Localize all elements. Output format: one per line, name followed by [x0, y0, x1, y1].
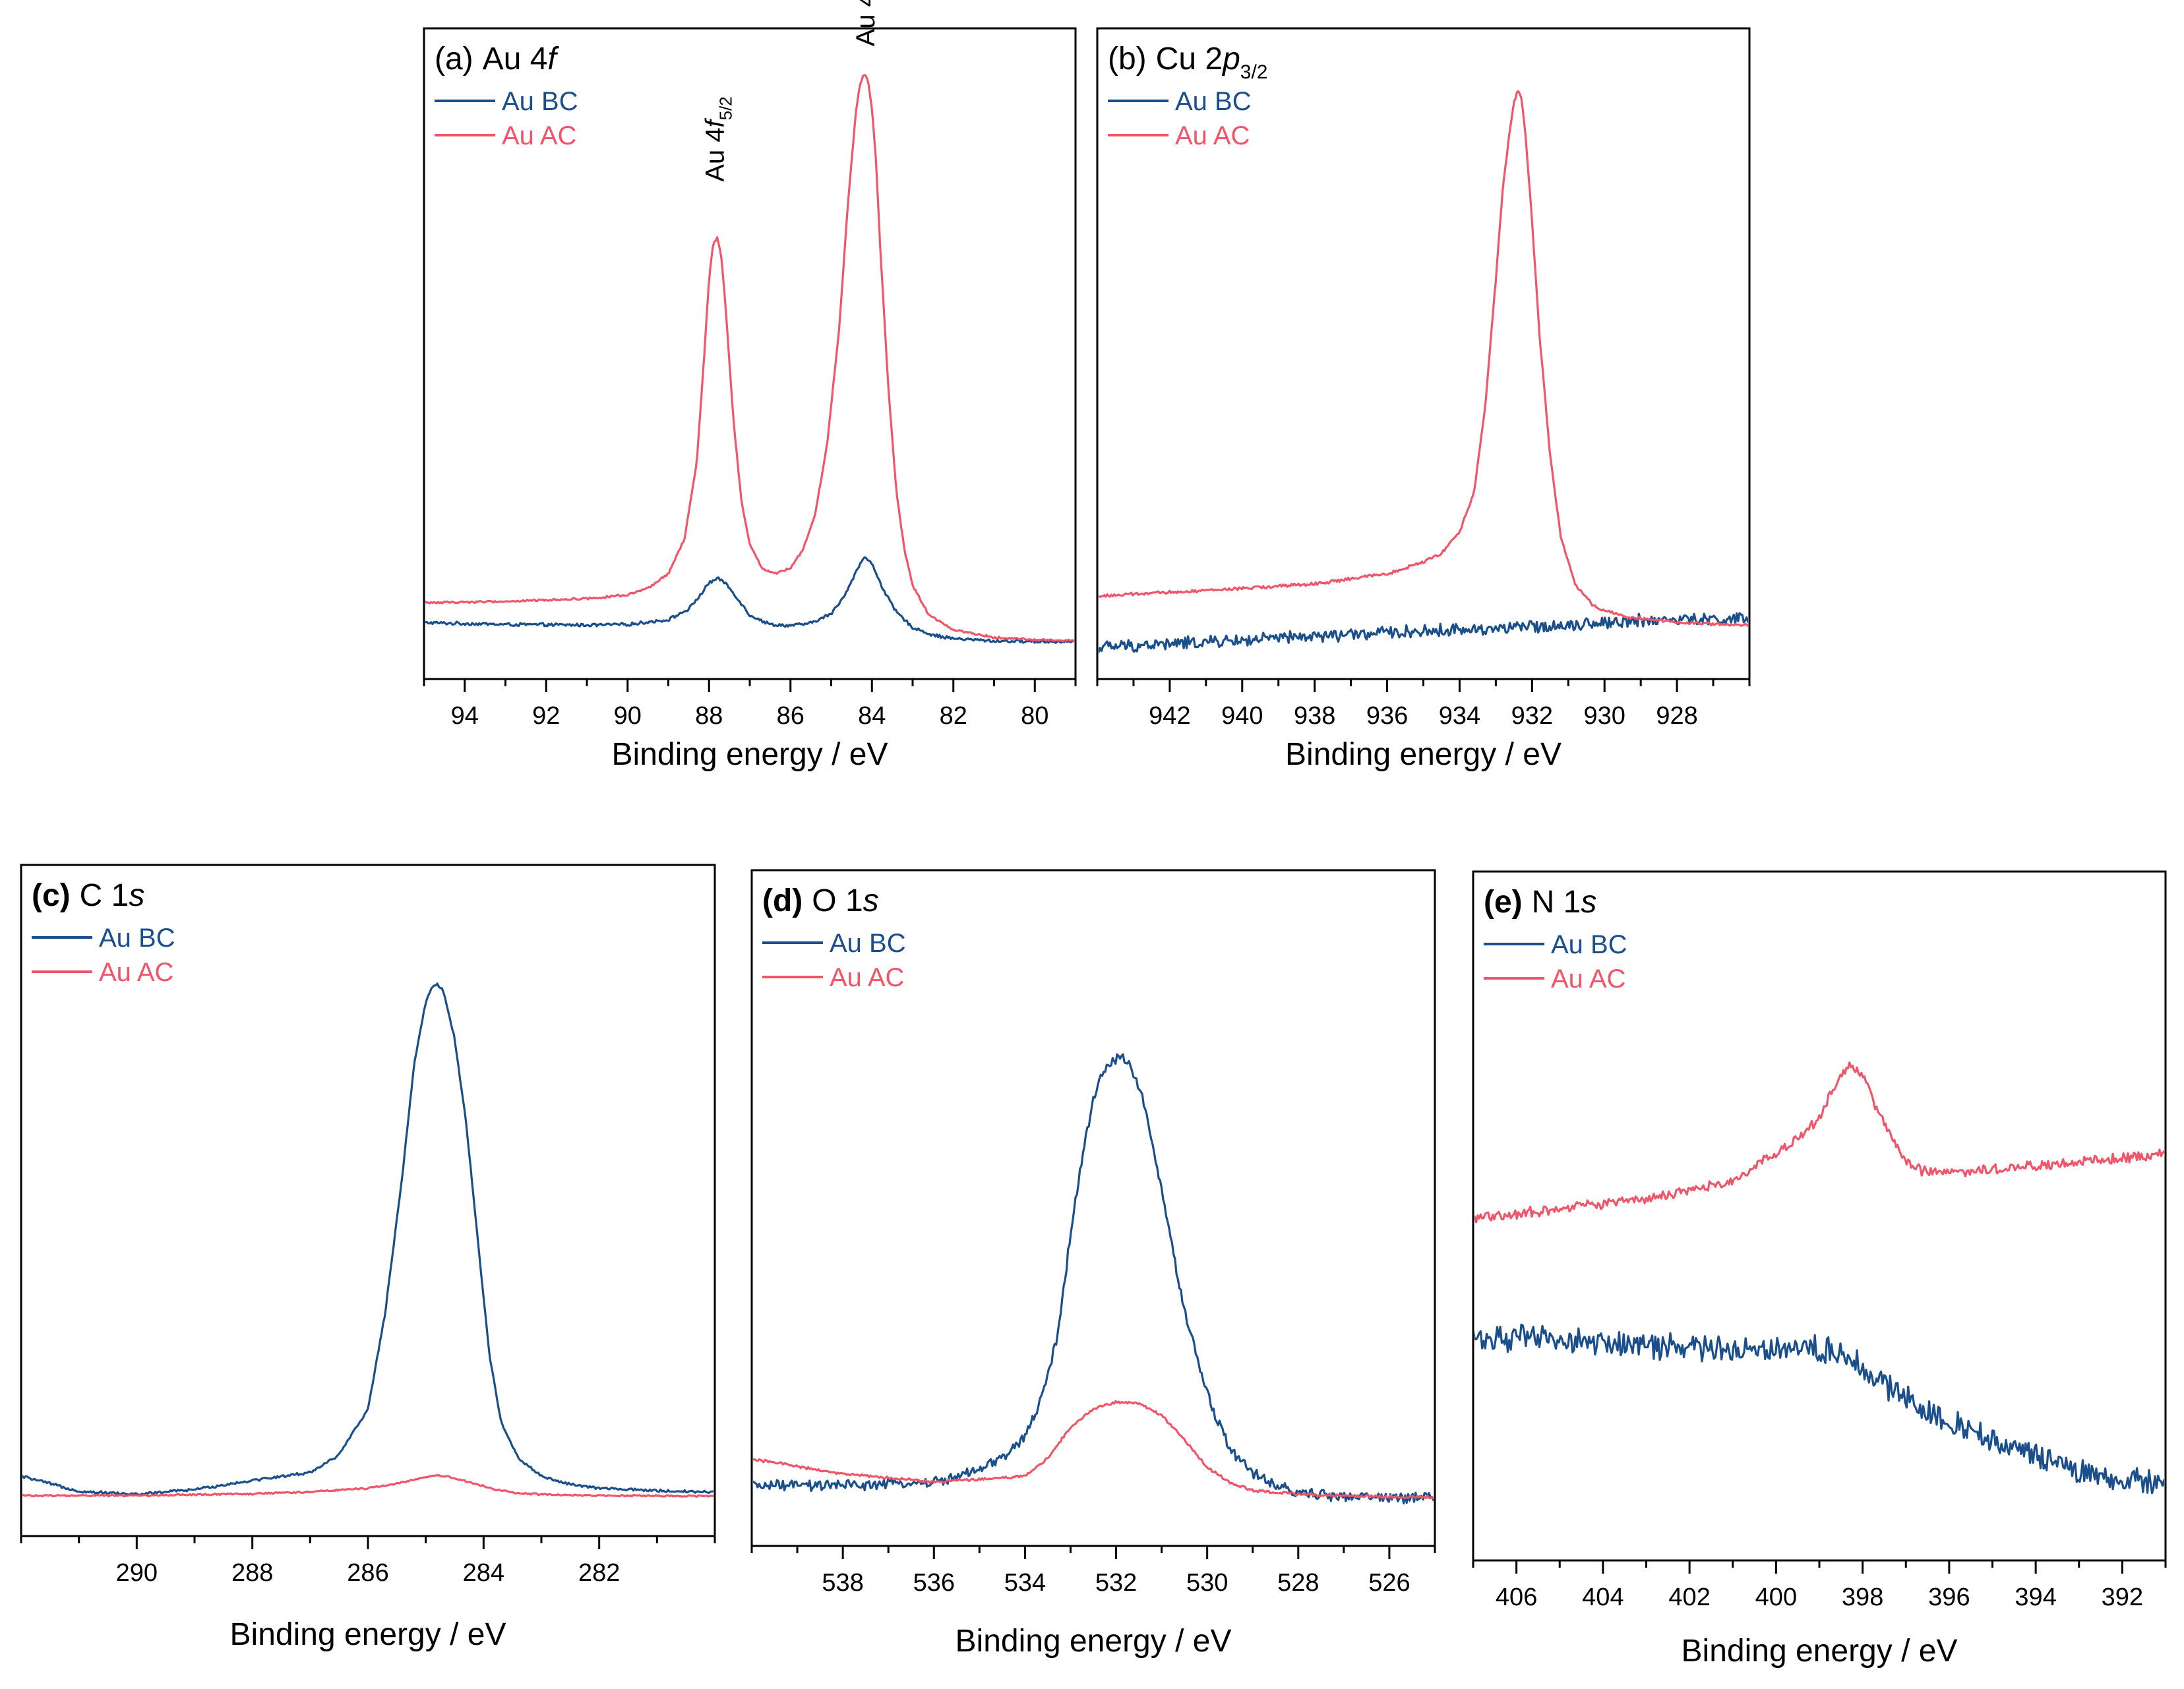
legend-label-au-bc: Au BC [99, 924, 175, 953]
panel-title-italic: s [1581, 885, 1596, 920]
x-tick-label: 538 [822, 1569, 863, 1597]
x-axis-label: Binding energy / eV [1285, 737, 1562, 772]
panel-e: 406 404 402 400 398 396 394 392 Binding energy /… [1472, 870, 2167, 1669]
panel-title-main: Au 4 [483, 42, 548, 76]
x-tick-label: 288 [231, 1559, 273, 1587]
panel-title-italic: p [1221, 42, 1240, 76]
x-tick-label: 940 [1221, 702, 1263, 730]
x-tick-label: 402 [1668, 1584, 1710, 1611]
x-tick-label: 290 [116, 1559, 158, 1587]
x-tick-label: 534 [1004, 1569, 1046, 1597]
series-line-au-ac [753, 1400, 1434, 1500]
series-line-au-ac [425, 74, 1074, 643]
panel-label: (c) [32, 878, 71, 913]
peak-label: Au 4f7/2 [851, 0, 886, 46]
x-tick-label: 928 [1656, 702, 1697, 730]
panel-title: (e) N 1s [1484, 885, 1596, 920]
x-tick-label: 282 [578, 1559, 620, 1587]
peak-label: Au 4f5/2 [701, 96, 736, 182]
x-tick-label: 88 [695, 702, 723, 730]
x-tick-label: 400 [1755, 1584, 1797, 1611]
x-axis-label: Binding energy / eV [230, 1617, 506, 1652]
panel-a: 94 92 90 88 86 84 82 80 Binding energy / eV (a) Au… [423, 0, 1077, 772]
x-tick-label: 392 [2102, 1584, 2143, 1611]
panel-title: (d) O 1s [762, 883, 879, 918]
x-tick-label: 94 [451, 702, 479, 730]
series-line-au-ac [1099, 90, 1748, 628]
series-line-au-ac [22, 1474, 713, 1498]
legend-label-au-ac: Au AC [502, 121, 576, 150]
panel-d: 538 536 534 532 530 528 526 Binding energy / eV… [750, 869, 1436, 1659]
series-line-au-bc [1474, 1323, 2164, 1495]
x-tick-label: 536 [913, 1569, 955, 1597]
legend-label-au-ac: Au AC [99, 958, 173, 987]
panel-label: (a) [435, 42, 473, 76]
x-tick-label: 526 [1368, 1569, 1410, 1597]
panel-title-main: O 1 [812, 883, 863, 918]
panel-title: (b) Cu 2p3/2 [1108, 42, 1267, 83]
x-axis-label: Binding energy / eV [1682, 1634, 1958, 1669]
x-tick-label: 938 [1294, 702, 1335, 730]
panel-title-sub: 3/2 [1240, 61, 1268, 83]
x-tick-label: 92 [532, 702, 560, 730]
x-axis-label: Binding energy / eV [612, 737, 888, 772]
x-tick-label: 284 [463, 1559, 504, 1587]
panel-label: (d) [762, 883, 803, 918]
panel-c: 290 288 286 284 282 Binding energy / eV (c) C 1… [20, 864, 716, 1652]
plot-frame [750, 869, 1436, 1547]
series-line-au-ac [1474, 1061, 2164, 1224]
legend-label-au-ac: Au AC [1551, 964, 1625, 993]
x-tick-label: 930 [1584, 702, 1625, 730]
panel-title-italic: f [547, 42, 559, 76]
x-tick-label: 90 [614, 702, 642, 730]
x-tick-label: 84 [858, 702, 886, 730]
x-axis-label: Binding energy / eV [956, 1624, 1232, 1659]
x-tick-label: 532 [1095, 1569, 1137, 1597]
series-line-au-bc [425, 556, 1074, 644]
x-tick-label: 80 [1021, 702, 1048, 730]
legend-label-au-bc: Au BC [1175, 87, 1252, 116]
x-tick-label: 398 [1842, 1584, 1883, 1611]
panel-label: (e) [1484, 885, 1523, 920]
x-tick-label: 286 [347, 1559, 388, 1587]
panel-title-italic: s [129, 878, 144, 913]
x-tick-label: 406 [1496, 1584, 1537, 1611]
x-tick-label: 942 [1149, 702, 1190, 730]
legend-label-au-bc: Au BC [1551, 930, 1627, 959]
legend-label-au-bc: Au BC [502, 87, 578, 116]
x-tick-label: 404 [1582, 1584, 1623, 1611]
panel-title: (c) C 1s [32, 878, 144, 913]
panel-title-main: N 1 [1532, 885, 1581, 920]
x-tick-label: 528 [1277, 1569, 1319, 1597]
panel-title-main: C 1 [80, 878, 129, 913]
x-tick-label: 530 [1186, 1569, 1228, 1597]
series-line-au-bc [22, 982, 713, 1496]
x-tick-label: 86 [777, 702, 804, 730]
panel-title: (a) Au 4f [435, 42, 559, 76]
panel-title-main: Cu 2 [1156, 42, 1223, 76]
x-tick-label: 932 [1511, 702, 1553, 730]
legend-label-au-bc: Au BC [830, 929, 906, 958]
panel-title-italic: s [863, 883, 879, 918]
x-tick-label: 394 [2015, 1584, 2056, 1611]
panel-b: 942 940 938 936 934 932 930 928 Binding energy /… [1096, 27, 1751, 772]
x-tick-label: 396 [1928, 1584, 1970, 1611]
x-tick-label: 936 [1366, 702, 1408, 730]
x-tick-label: 82 [940, 702, 967, 730]
legend-label-au-ac: Au AC [830, 963, 904, 992]
series-line-au-bc [753, 1053, 1434, 1504]
panel-label: (b) [1108, 42, 1147, 76]
x-tick-label: 934 [1439, 702, 1480, 730]
legend-label-au-ac: Au AC [1175, 121, 1250, 150]
